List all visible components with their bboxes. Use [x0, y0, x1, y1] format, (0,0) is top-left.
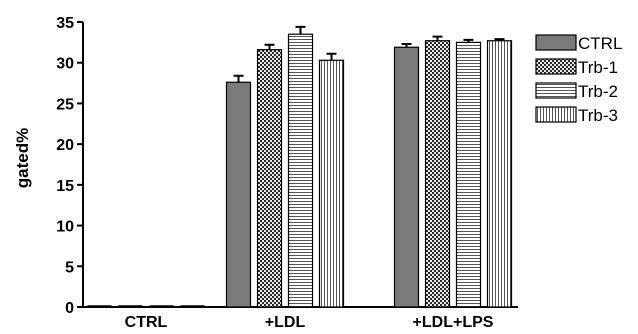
y-axis-ticks: 0 5 10 15 20 25 30 35: [56, 15, 83, 317]
legend-swatch: [535, 58, 577, 75]
legend-label: Trb-2: [578, 82, 618, 101]
bar: [393, 46, 420, 308]
y-tick-label: 30: [56, 56, 74, 73]
y-tick-label: 10: [56, 219, 74, 236]
legend-label: Trb-1: [578, 58, 618, 77]
y-tick-label: 15: [56, 178, 74, 195]
bar: [424, 40, 451, 308]
legend-label: CTRL: [578, 34, 622, 53]
error-bar: [233, 74, 244, 83]
legend-label: Trb-3: [578, 106, 618, 125]
x-category-label: +LDL: [265, 314, 306, 331]
error-bar: [264, 43, 275, 50]
bar: [486, 40, 513, 308]
y-tick-label: 35: [56, 15, 74, 32]
error-bar: [401, 42, 412, 48]
y-tick-label: 5: [65, 259, 74, 276]
error-bar: [494, 38, 505, 41]
y-tick-label: 0: [65, 300, 74, 317]
y-tick-label: 20: [56, 137, 74, 154]
legend-swatch: [535, 106, 577, 123]
error-bar: [463, 38, 474, 43]
bar: [256, 49, 283, 308]
x-axis-labels: CTRL +LDL +LDL+LPS: [125, 314, 494, 331]
bars: [87, 25, 513, 308]
error-bar: [326, 52, 337, 61]
bar: [455, 41, 482, 308]
x-category-label: CTRL: [125, 314, 168, 331]
bar: [287, 33, 314, 308]
bar: [318, 59, 345, 308]
legend: CTRL Trb-1 Trb-2 Trb-3: [535, 34, 622, 125]
y-tick-label: 25: [56, 96, 74, 113]
error-bar: [295, 25, 306, 35]
x-category-label: +LDL+LPS: [413, 314, 494, 331]
error-bar: [432, 35, 443, 41]
bar: [225, 81, 252, 308]
y-axis-label: gated%: [13, 128, 32, 188]
legend-swatch: [535, 34, 577, 51]
legend-swatch: [535, 82, 577, 99]
